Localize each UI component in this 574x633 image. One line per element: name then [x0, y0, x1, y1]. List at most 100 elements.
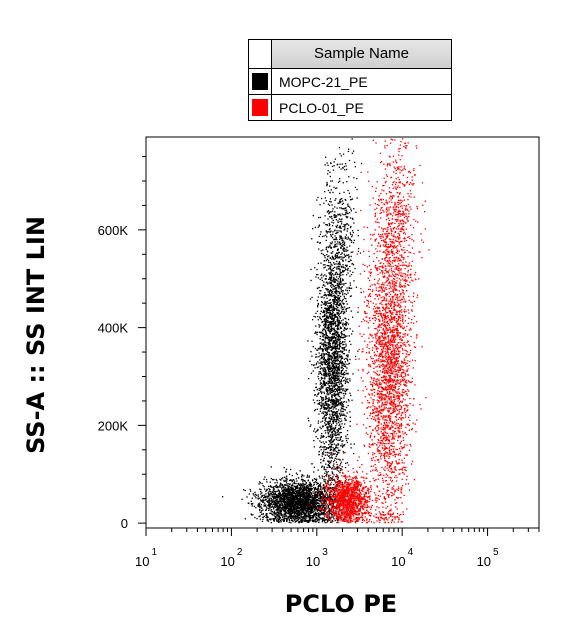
data-point	[296, 473, 298, 476]
data-point	[264, 476, 266, 478]
data-point	[332, 503, 334, 505]
data-point	[308, 489, 310, 491]
data-point	[309, 496, 311, 498]
data-point	[319, 345, 321, 347]
data-point	[325, 231, 327, 233]
data-point	[267, 500, 269, 502]
data-point	[278, 515, 280, 517]
data-point	[322, 512, 324, 514]
data-point	[343, 395, 345, 397]
data-point	[324, 294, 326, 296]
data-point	[317, 306, 319, 308]
data-point	[339, 516, 341, 518]
data-point	[318, 514, 320, 516]
data-point	[277, 521, 280, 523]
data-point	[299, 492, 302, 494]
data-point	[266, 516, 269, 518]
data-point	[269, 505, 271, 507]
data-point	[328, 423, 330, 425]
data-point	[328, 389, 330, 392]
data-point	[291, 491, 294, 493]
data-point	[336, 389, 338, 392]
data-point	[317, 494, 319, 496]
data-point	[336, 344, 338, 346]
data-point	[321, 363, 324, 366]
data-point	[328, 268, 330, 270]
data-point	[300, 489, 302, 491]
data-point	[337, 363, 340, 365]
data-point	[330, 435, 332, 437]
data-point	[337, 262, 340, 264]
data-point	[333, 460, 335, 463]
data-point	[336, 332, 338, 334]
data-point	[291, 487, 293, 489]
data-point	[323, 328, 325, 331]
data-point	[332, 318, 334, 321]
data-point	[299, 497, 301, 499]
data-point	[331, 367, 333, 369]
data-point	[333, 389, 335, 391]
data-point	[332, 314, 334, 316]
data-point	[332, 300, 334, 302]
data-point	[328, 399, 331, 401]
data-point	[334, 427, 336, 430]
data-point	[310, 485, 312, 487]
data-point	[328, 295, 330, 297]
data-point	[319, 359, 321, 361]
data-point	[303, 517, 305, 519]
data-point	[294, 497, 296, 499]
data-point	[341, 363, 343, 365]
data-point	[303, 513, 306, 515]
data-point	[331, 328, 333, 330]
data-point	[332, 416, 335, 419]
data-point	[341, 351, 343, 353]
data-point	[326, 429, 328, 432]
legend-separator	[271, 95, 272, 121]
data-point	[309, 493, 311, 496]
data-point	[286, 520, 288, 522]
data-point	[304, 519, 307, 521]
data-point	[295, 478, 297, 480]
data-point	[335, 331, 338, 333]
data-point	[299, 499, 302, 501]
data-point	[336, 300, 338, 302]
data-point	[322, 417, 324, 420]
data-point	[344, 365, 346, 367]
data-point	[263, 515, 265, 517]
data-point	[302, 496, 304, 499]
data-point	[287, 499, 289, 501]
data-point	[313, 446, 315, 448]
data-point	[336, 382, 338, 384]
data-point	[275, 519, 278, 521]
data-point	[340, 402, 343, 404]
data-point	[340, 362, 342, 364]
data-point	[262, 499, 264, 501]
data-point	[330, 313, 332, 315]
data-point	[291, 510, 293, 513]
data-point	[255, 507, 257, 509]
data-point	[307, 515, 310, 518]
data-point	[339, 270, 341, 272]
data-point	[331, 318, 333, 321]
data-point	[317, 319, 319, 321]
data-point	[320, 487, 322, 489]
data-point	[329, 494, 331, 496]
data-point	[329, 311, 331, 314]
data-point	[315, 517, 317, 520]
data-point	[332, 478, 335, 481]
data-point	[330, 336, 332, 338]
data-point	[275, 486, 277, 488]
data-point	[297, 499, 299, 501]
data-point	[322, 349, 324, 351]
data-point	[267, 501, 269, 503]
data-point	[328, 455, 330, 457]
data-point	[283, 489, 285, 491]
data-point	[338, 268, 340, 270]
legend-label-pclo: PCLO-01_PE	[279, 100, 364, 116]
data-point	[293, 491, 295, 494]
data-point	[316, 356, 318, 358]
data-point	[336, 226, 338, 228]
data-point	[279, 499, 281, 501]
data-point	[312, 346, 314, 348]
data-point	[343, 353, 346, 355]
